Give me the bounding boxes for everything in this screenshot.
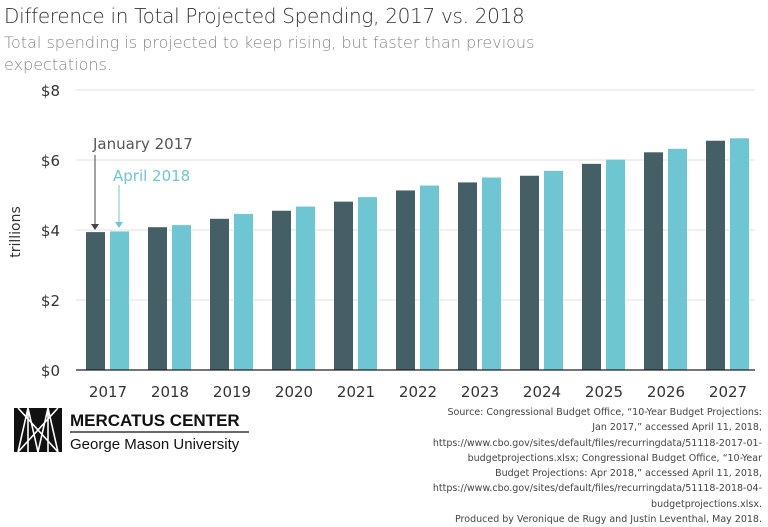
mercatus-logo: MERCATUS CENTER George Mason University	[14, 407, 254, 456]
bar-apr2018-2027	[730, 138, 749, 370]
y-tick-label: $0	[41, 362, 60, 380]
x-tick-label: 2027	[709, 383, 747, 400]
x-tick-label: 2019	[213, 383, 251, 400]
x-tick-label: 2020	[275, 383, 313, 400]
legend-apr2018-label: April 2018	[113, 167, 190, 185]
bar-apr2018-2020	[296, 206, 315, 370]
x-tick-label: 2024	[523, 383, 561, 400]
bar-apr2018-2026	[668, 148, 687, 370]
y-tick-label: $6	[41, 152, 60, 170]
credit-text: Produced by Veronique de Rugy and Justin…	[455, 514, 762, 526]
logo-mark-icon: MERCATUS CENTER George Mason University	[14, 407, 249, 453]
bar-jan2017-2026	[644, 152, 663, 370]
bar-jan2017-2018	[148, 227, 167, 370]
bar-jan2017-2027	[706, 140, 725, 370]
y-tick-label: $4	[41, 222, 60, 240]
arrow-head-icon	[115, 222, 123, 228]
bar-jan2017-2021	[334, 201, 353, 370]
bar-apr2018-2019	[234, 213, 253, 370]
x-tick-label: 2021	[337, 383, 375, 400]
bar-jan2017-2022	[396, 190, 415, 370]
chart-subtitle: Total spending is projected to keep risi…	[4, 33, 535, 74]
annotation-bg	[90, 132, 192, 154]
chart-container: Difference in Total Projected Spending, …	[4, 4, 762, 525]
bar-apr2018-2023	[482, 177, 501, 370]
bar-jan2017-2024	[520, 175, 539, 370]
x-tick-label: 2022	[399, 383, 437, 400]
x-tick-label: 2023	[461, 383, 499, 400]
bar-jan2017-2019	[210, 218, 229, 370]
bar-apr2018-2025	[606, 159, 625, 370]
bar-jan2017-2020	[272, 210, 291, 370]
logo-line1: MERCATUS CENTER	[70, 411, 240, 430]
bar-chart: $0 $2 $4 $6 $8 trillions 2017 2018 2019 2020 2021 2…	[8, 82, 755, 400]
bar-apr2018-2018	[172, 225, 191, 370]
y-axis-label: trillions	[8, 206, 24, 258]
bar-apr2018-2021	[358, 197, 377, 370]
logo-line2: George Mason University	[70, 436, 240, 452]
legend-jan2017-label: January 2017	[92, 135, 193, 153]
y-tick-label: $8	[41, 82, 60, 100]
bar-jan2017-2025	[582, 163, 601, 370]
x-tick-label: 2025	[585, 383, 623, 400]
bar-jan2017-2023	[458, 182, 477, 370]
source-text: Source: Congressional Budget Office, “10…	[432, 407, 762, 510]
y-tick-label: $2	[41, 292, 60, 310]
bar-apr2018-2024	[544, 170, 563, 370]
chart-title: Difference in Total Projected Spending, …	[4, 4, 525, 28]
source-note: Source: Congressional Budget Office, “10…	[432, 405, 762, 527]
x-tick-label: 2017	[89, 383, 127, 400]
bar-apr2018-2022	[420, 185, 439, 370]
arrow-head-icon	[91, 224, 99, 230]
bar-jan2017-2017	[86, 232, 105, 370]
x-tick-label: 2026	[647, 383, 685, 400]
x-tick-label: 2018	[151, 383, 189, 400]
bar-apr2018-2017	[110, 231, 129, 370]
